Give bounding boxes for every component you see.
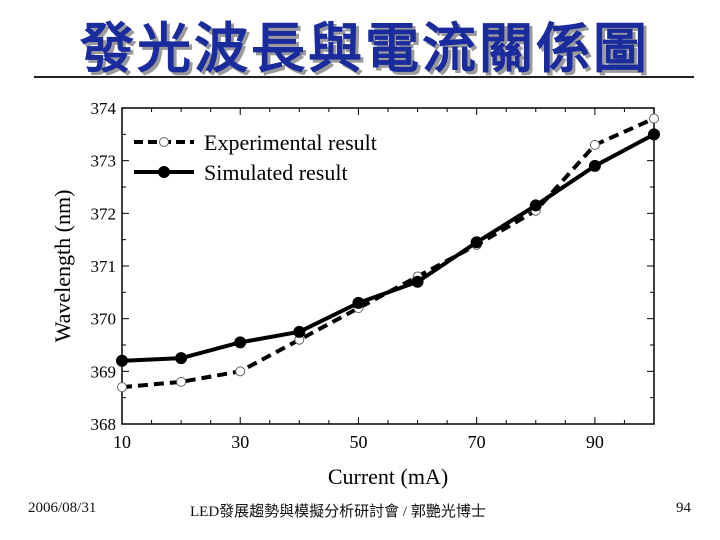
- y-tick-label: 372: [91, 204, 117, 223]
- series-line-2: [121, 132, 655, 363]
- data-point-2: [293, 325, 306, 338]
- y-tick-label: 374: [91, 99, 117, 118]
- data-point-2: [116, 354, 128, 367]
- data-point-1: [235, 366, 246, 377]
- y-axis-label: Wavelength (nm): [50, 190, 75, 343]
- footer-date: 2006/08/31: [28, 500, 97, 516]
- slide-title: 發光波長與電流關係圖: [80, 16, 650, 80]
- y-tick-label: 369: [91, 362, 117, 381]
- data-point-1: [176, 376, 187, 387]
- data-point-2: [411, 275, 424, 288]
- data-point-1: [117, 382, 127, 393]
- data-point-2: [470, 236, 483, 249]
- y-tick-label: 368: [91, 415, 117, 434]
- x-tick-label: 70: [468, 432, 486, 452]
- footer-seminar-title: LED發展趨勢與模擬分析研討會 / 郭艷光博士: [190, 504, 486, 520]
- x-tick-label: 10: [113, 432, 131, 452]
- x-tick-label: 30: [231, 432, 249, 452]
- x-tick-label: 50: [349, 432, 367, 452]
- page-number: 94: [676, 500, 691, 516]
- y-tick-label: 370: [91, 310, 117, 329]
- y-tick-label: 371: [91, 257, 117, 276]
- data-point-2: [175, 352, 188, 365]
- data-point-2: [529, 199, 542, 212]
- legend-label-2: Simulated result: [204, 160, 348, 185]
- data-point-1: [649, 113, 659, 124]
- x-tick-label: 90: [586, 432, 604, 452]
- data-point-2: [588, 159, 601, 172]
- title-divider: [34, 76, 694, 78]
- data-point-2: [648, 128, 660, 141]
- data-point-1: [589, 139, 600, 150]
- legend-label-1: Experimental result: [204, 130, 377, 155]
- legend-marker-1: [159, 137, 169, 147]
- y-tick-label: 373: [91, 152, 117, 171]
- x-axis-label: Current (mA): [328, 464, 448, 489]
- data-point-2: [234, 336, 247, 349]
- data-point-2: [352, 296, 365, 309]
- series-line-1: [121, 116, 655, 390]
- legend-marker-2: [158, 166, 170, 178]
